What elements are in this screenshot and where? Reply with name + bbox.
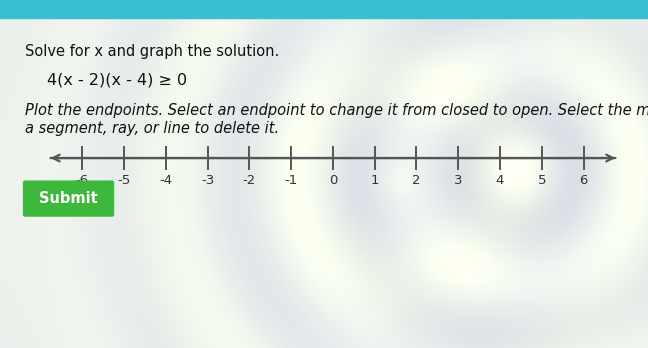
Text: -3: -3: [201, 174, 214, 187]
Text: Plot the endpoints. Select an endpoint to change it from closed to open. Select : Plot the endpoints. Select an endpoint t…: [25, 103, 648, 118]
Text: Submit: Submit: [39, 191, 98, 206]
Text: 4(x - 2)(x - 4) ≥ 0: 4(x - 2)(x - 4) ≥ 0: [47, 73, 187, 88]
Text: -5: -5: [117, 174, 131, 187]
Bar: [0, 0, 648, 18]
Text: 3: 3: [454, 174, 463, 187]
Text: -6: -6: [76, 174, 89, 187]
Text: 1: 1: [371, 174, 379, 187]
Text: a segment, ray, or line to delete it.: a segment, ray, or line to delete it.: [25, 121, 279, 136]
Text: Solve for x and graph the solution.: Solve for x and graph the solution.: [25, 44, 279, 59]
Text: 6: 6: [579, 174, 588, 187]
Text: 5: 5: [537, 174, 546, 187]
Text: 2: 2: [412, 174, 421, 187]
Text: -1: -1: [284, 174, 298, 187]
Text: 4: 4: [496, 174, 504, 187]
Text: 0: 0: [329, 174, 337, 187]
FancyBboxPatch shape: [23, 181, 114, 217]
Text: -4: -4: [159, 174, 172, 187]
Text: -2: -2: [243, 174, 256, 187]
